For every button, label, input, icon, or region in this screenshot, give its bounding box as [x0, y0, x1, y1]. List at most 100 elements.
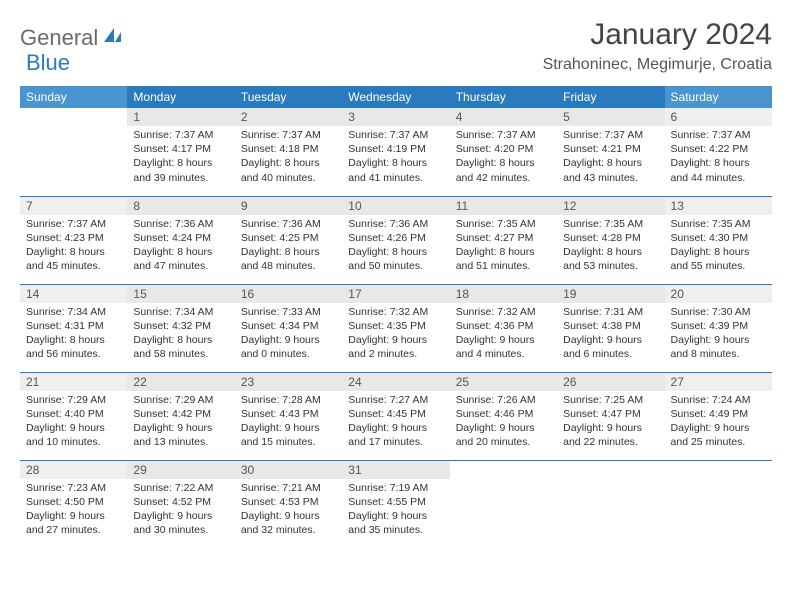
- day-data: Sunrise: 7:29 AMSunset: 4:42 PMDaylight:…: [127, 391, 234, 454]
- day-data: Sunrise: 7:36 AMSunset: 4:26 PMDaylight:…: [342, 215, 449, 278]
- day-header-sunday: Sunday: [20, 86, 127, 108]
- day-number: 31: [342, 461, 449, 479]
- calendar-cell: 6Sunrise: 7:37 AMSunset: 4:22 PMDaylight…: [665, 108, 772, 196]
- calendar-cell: 12Sunrise: 7:35 AMSunset: 4:28 PMDayligh…: [557, 196, 664, 284]
- calendar-body: 1Sunrise: 7:37 AMSunset: 4:17 PMDaylight…: [20, 108, 772, 548]
- calendar-cell: 22Sunrise: 7:29 AMSunset: 4:42 PMDayligh…: [127, 372, 234, 460]
- calendar-table: SundayMondayTuesdayWednesdayThursdayFrid…: [20, 86, 772, 548]
- day-header-wednesday: Wednesday: [342, 86, 449, 108]
- calendar-row: 28Sunrise: 7:23 AMSunset: 4:50 PMDayligh…: [20, 460, 772, 548]
- day-number: 25: [450, 373, 557, 391]
- day-data: Sunrise: 7:37 AMSunset: 4:20 PMDaylight:…: [450, 126, 557, 189]
- calendar-cell: [557, 460, 664, 548]
- day-data: Sunrise: 7:29 AMSunset: 4:40 PMDaylight:…: [20, 391, 127, 454]
- day-data: Sunrise: 7:35 AMSunset: 4:30 PMDaylight:…: [665, 215, 772, 278]
- day-number: 28: [20, 461, 127, 479]
- page-title: January 2024: [543, 18, 772, 52]
- calendar-row: 14Sunrise: 7:34 AMSunset: 4:31 PMDayligh…: [20, 284, 772, 372]
- calendar-cell: 31Sunrise: 7:19 AMSunset: 4:55 PMDayligh…: [342, 460, 449, 548]
- day-data: Sunrise: 7:37 AMSunset: 4:21 PMDaylight:…: [557, 126, 664, 189]
- location-text: Strahoninec, Megimurje, Croatia: [543, 56, 772, 74]
- day-data: Sunrise: 7:36 AMSunset: 4:24 PMDaylight:…: [127, 215, 234, 278]
- calendar-cell: 9Sunrise: 7:36 AMSunset: 4:25 PMDaylight…: [235, 196, 342, 284]
- day-number: 23: [235, 373, 342, 391]
- day-number: 9: [235, 197, 342, 215]
- day-number: 10: [342, 197, 449, 215]
- calendar-cell: [20, 108, 127, 196]
- day-number: 26: [557, 373, 664, 391]
- calendar-cell: 13Sunrise: 7:35 AMSunset: 4:30 PMDayligh…: [665, 196, 772, 284]
- day-number: 13: [665, 197, 772, 215]
- header: General January 2024 Strahoninec, Megimu…: [20, 18, 772, 74]
- day-header-saturday: Saturday: [665, 86, 772, 108]
- calendar-cell: 17Sunrise: 7:32 AMSunset: 4:35 PMDayligh…: [342, 284, 449, 372]
- day-number: 18: [450, 285, 557, 303]
- day-header-friday: Friday: [557, 86, 664, 108]
- calendar-cell: 26Sunrise: 7:25 AMSunset: 4:47 PMDayligh…: [557, 372, 664, 460]
- calendar-cell: 10Sunrise: 7:36 AMSunset: 4:26 PMDayligh…: [342, 196, 449, 284]
- day-data: Sunrise: 7:24 AMSunset: 4:49 PMDaylight:…: [665, 391, 772, 454]
- day-number: 1: [127, 108, 234, 126]
- calendar-cell: 1Sunrise: 7:37 AMSunset: 4:17 PMDaylight…: [127, 108, 234, 196]
- day-number: 21: [20, 373, 127, 391]
- calendar-cell: 11Sunrise: 7:35 AMSunset: 4:27 PMDayligh…: [450, 196, 557, 284]
- day-data: Sunrise: 7:36 AMSunset: 4:25 PMDaylight:…: [235, 215, 342, 278]
- calendar-cell: 16Sunrise: 7:33 AMSunset: 4:34 PMDayligh…: [235, 284, 342, 372]
- calendar-cell: 25Sunrise: 7:26 AMSunset: 4:46 PMDayligh…: [450, 372, 557, 460]
- day-number: 8: [127, 197, 234, 215]
- calendar-cell: [450, 460, 557, 548]
- day-data: Sunrise: 7:37 AMSunset: 4:22 PMDaylight:…: [665, 126, 772, 189]
- day-header-row: SundayMondayTuesdayWednesdayThursdayFrid…: [20, 86, 772, 108]
- day-number: 30: [235, 461, 342, 479]
- day-number: 29: [127, 461, 234, 479]
- calendar-cell: 23Sunrise: 7:28 AMSunset: 4:43 PMDayligh…: [235, 372, 342, 460]
- day-number: 20: [665, 285, 772, 303]
- brand-sub: Blue: [26, 44, 70, 74]
- day-number: 5: [557, 108, 664, 126]
- day-data: Sunrise: 7:33 AMSunset: 4:34 PMDaylight:…: [235, 303, 342, 366]
- day-number: 12: [557, 197, 664, 215]
- calendar-cell: 27Sunrise: 7:24 AMSunset: 4:49 PMDayligh…: [665, 372, 772, 460]
- calendar-cell: 14Sunrise: 7:34 AMSunset: 4:31 PMDayligh…: [20, 284, 127, 372]
- day-number: 19: [557, 285, 664, 303]
- calendar-row: 7Sunrise: 7:37 AMSunset: 4:23 PMDaylight…: [20, 196, 772, 284]
- day-number: 7: [20, 197, 127, 215]
- brand-part2: Blue: [26, 52, 70, 74]
- calendar-cell: 24Sunrise: 7:27 AMSunset: 4:45 PMDayligh…: [342, 372, 449, 460]
- day-number: 22: [127, 373, 234, 391]
- calendar-cell: 15Sunrise: 7:34 AMSunset: 4:32 PMDayligh…: [127, 284, 234, 372]
- title-block: January 2024 Strahoninec, Megimurje, Cro…: [543, 18, 772, 74]
- day-data: Sunrise: 7:35 AMSunset: 4:28 PMDaylight:…: [557, 215, 664, 278]
- day-data: Sunrise: 7:31 AMSunset: 4:38 PMDaylight:…: [557, 303, 664, 366]
- day-header-tuesday: Tuesday: [235, 86, 342, 108]
- calendar-cell: 18Sunrise: 7:32 AMSunset: 4:36 PMDayligh…: [450, 284, 557, 372]
- day-data: Sunrise: 7:26 AMSunset: 4:46 PMDaylight:…: [450, 391, 557, 454]
- calendar-cell: 7Sunrise: 7:37 AMSunset: 4:23 PMDaylight…: [20, 196, 127, 284]
- day-number: 3: [342, 108, 449, 126]
- calendar-cell: 29Sunrise: 7:22 AMSunset: 4:52 PMDayligh…: [127, 460, 234, 548]
- calendar-cell: 21Sunrise: 7:29 AMSunset: 4:40 PMDayligh…: [20, 372, 127, 460]
- day-data: Sunrise: 7:27 AMSunset: 4:45 PMDaylight:…: [342, 391, 449, 454]
- calendar-cell: 8Sunrise: 7:36 AMSunset: 4:24 PMDaylight…: [127, 196, 234, 284]
- day-data: Sunrise: 7:19 AMSunset: 4:55 PMDaylight:…: [342, 479, 449, 542]
- day-number: 14: [20, 285, 127, 303]
- calendar-cell: [665, 460, 772, 548]
- calendar-cell: 5Sunrise: 7:37 AMSunset: 4:21 PMDaylight…: [557, 108, 664, 196]
- day-data: Sunrise: 7:37 AMSunset: 4:23 PMDaylight:…: [20, 215, 127, 278]
- day-number: 2: [235, 108, 342, 126]
- day-data: Sunrise: 7:34 AMSunset: 4:31 PMDaylight:…: [20, 303, 127, 366]
- day-number: 27: [665, 373, 772, 391]
- calendar-cell: 28Sunrise: 7:23 AMSunset: 4:50 PMDayligh…: [20, 460, 127, 548]
- day-data: Sunrise: 7:22 AMSunset: 4:52 PMDaylight:…: [127, 479, 234, 542]
- day-data: Sunrise: 7:21 AMSunset: 4:53 PMDaylight:…: [235, 479, 342, 542]
- day-data: Sunrise: 7:28 AMSunset: 4:43 PMDaylight:…: [235, 391, 342, 454]
- calendar-row: 1Sunrise: 7:37 AMSunset: 4:17 PMDaylight…: [20, 108, 772, 196]
- day-data: Sunrise: 7:37 AMSunset: 4:19 PMDaylight:…: [342, 126, 449, 189]
- day-number: 11: [450, 197, 557, 215]
- day-header-monday: Monday: [127, 86, 234, 108]
- day-data: Sunrise: 7:37 AMSunset: 4:17 PMDaylight:…: [127, 126, 234, 189]
- day-data: Sunrise: 7:37 AMSunset: 4:18 PMDaylight:…: [235, 126, 342, 189]
- day-data: Sunrise: 7:32 AMSunset: 4:35 PMDaylight:…: [342, 303, 449, 366]
- calendar-cell: 30Sunrise: 7:21 AMSunset: 4:53 PMDayligh…: [235, 460, 342, 548]
- day-data: Sunrise: 7:34 AMSunset: 4:32 PMDaylight:…: [127, 303, 234, 366]
